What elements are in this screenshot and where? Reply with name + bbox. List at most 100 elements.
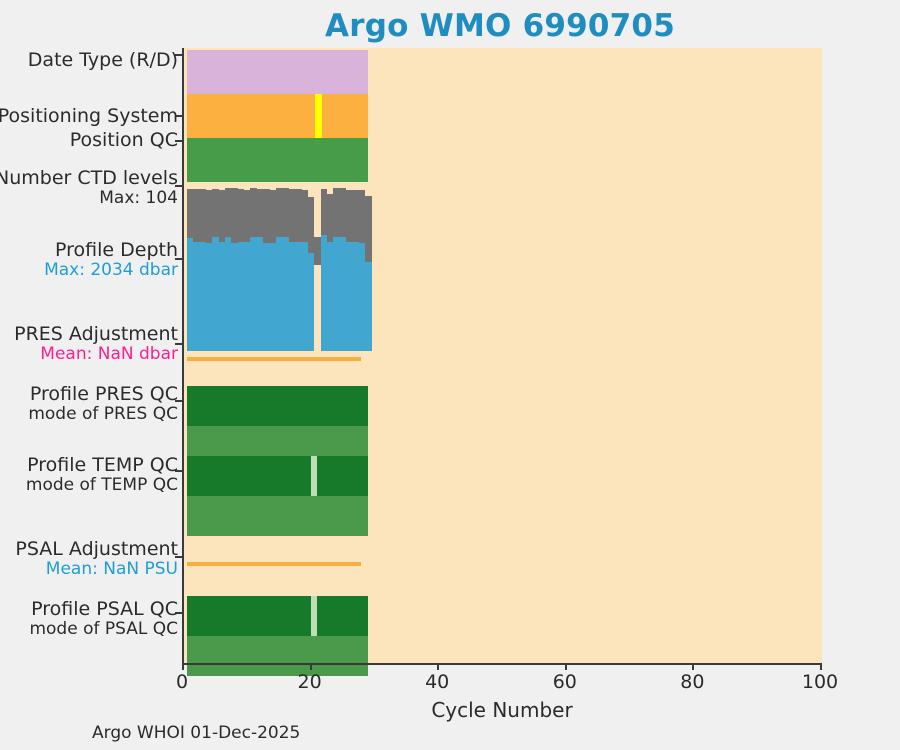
y-axis-label-primary: Position QC xyxy=(69,129,178,151)
data-bar xyxy=(365,261,372,351)
data-bar xyxy=(301,190,308,265)
band-segment xyxy=(186,456,311,496)
x-tick xyxy=(692,663,695,670)
data-bar xyxy=(250,187,257,265)
y-axis-label-group: PRES Adjustment Mean: NaN dbar xyxy=(14,323,178,365)
data-bar xyxy=(269,190,276,265)
x-tick xyxy=(437,663,440,670)
data-bar xyxy=(352,190,359,265)
y-axis-label-primary: Profile TEMP QC xyxy=(27,454,178,476)
y-axis-label-primary: Profile PSAL QC xyxy=(31,598,178,620)
band-segment xyxy=(186,94,316,138)
series-band xyxy=(184,386,822,426)
series-band xyxy=(184,50,822,96)
data-bar xyxy=(358,242,366,351)
x-tick xyxy=(820,663,822,670)
plot-area xyxy=(182,48,822,676)
band-segment xyxy=(310,456,318,496)
data-bar xyxy=(307,197,315,265)
data-bar xyxy=(231,243,238,351)
y-axis-label-group: Number CTD levels Max: 104 xyxy=(0,167,178,209)
x-tick-label: 20 xyxy=(297,671,322,693)
y-axis-label-group: Profile Depth Max: 2034 dbar xyxy=(44,239,178,281)
data-bar xyxy=(326,194,334,265)
x-tick-label: 60 xyxy=(552,671,577,693)
x-tick xyxy=(564,663,567,670)
y-tick xyxy=(175,258,182,260)
data-bar xyxy=(295,241,302,351)
data-bar xyxy=(205,242,213,351)
data-bar xyxy=(231,187,238,265)
plot-canvas xyxy=(184,48,822,676)
adjustment-line xyxy=(186,562,362,566)
data-bar xyxy=(295,189,302,265)
series-band xyxy=(184,94,822,138)
y-axis-label-primary: PSAL Adjustment xyxy=(15,538,178,560)
data-bar xyxy=(192,189,200,265)
y-axis-label-primary: Positioning System xyxy=(0,105,178,127)
band-segment xyxy=(317,596,368,636)
data-bar xyxy=(288,189,296,265)
x-tick xyxy=(309,663,312,670)
x-axis-line xyxy=(182,663,822,665)
chart-title: Argo WMO 6990705 xyxy=(325,8,675,44)
y-axis-label-group: Profile PRES QC mode of PRES QC xyxy=(28,383,178,425)
data-bar xyxy=(186,188,194,265)
band-segment xyxy=(315,94,322,138)
y-axis-label-secondary: Mean: NaN dbar xyxy=(40,344,178,365)
data-bar xyxy=(212,237,219,351)
data-bar xyxy=(243,190,251,265)
x-tick-label: 100 xyxy=(801,671,839,693)
data-bar xyxy=(224,236,232,351)
data-bar xyxy=(199,189,206,265)
data-bar xyxy=(346,190,353,265)
data-bar xyxy=(339,236,347,351)
y-axis-label-group: Profile PSAL QC mode of PSAL QC xyxy=(29,598,178,640)
y-axis-label-group: Date Type (R/D) xyxy=(28,49,178,71)
data-bar xyxy=(237,241,245,351)
series-bars xyxy=(184,183,822,265)
data-bar xyxy=(256,237,264,351)
series-bars xyxy=(184,234,822,351)
footer-credit: Argo WHOI 01-Dec-2025 xyxy=(92,723,301,743)
data-bar xyxy=(186,238,194,351)
data-bar xyxy=(288,241,296,351)
y-axis-label-secondary: mode of PSAL QC xyxy=(29,619,178,640)
data-bar xyxy=(282,187,289,265)
adjustment-line xyxy=(186,357,362,361)
band-segment xyxy=(186,596,311,636)
series-band xyxy=(184,636,822,676)
y-tick xyxy=(175,185,182,187)
y-tick xyxy=(175,115,182,117)
y-axis-label-secondary: mode of TEMP QC xyxy=(25,475,178,496)
y-axis-label-group: PSAL Adjustment Mean: NaN PSU xyxy=(15,538,178,580)
data-bar xyxy=(218,242,225,351)
data-bar xyxy=(243,241,251,351)
y-axis-label-secondary: Max: 104 xyxy=(99,188,178,209)
data-bar xyxy=(192,242,200,351)
data-bar xyxy=(269,242,276,351)
band-segment xyxy=(186,138,368,182)
series-band xyxy=(184,456,822,496)
y-axis-label-primary: Number CTD levels xyxy=(0,167,178,189)
data-bar xyxy=(326,241,334,351)
band-segment xyxy=(186,50,368,96)
data-bar xyxy=(250,236,257,351)
data-bar xyxy=(237,189,245,265)
band-segment xyxy=(310,596,318,636)
y-axis-label-group: Position QC xyxy=(70,129,178,151)
data-bar xyxy=(333,187,340,265)
data-bar xyxy=(263,242,270,351)
band-segment xyxy=(186,636,368,676)
x-tick-label: 40 xyxy=(425,671,450,693)
series-band xyxy=(184,496,822,536)
data-bar xyxy=(339,187,347,265)
data-bar xyxy=(358,190,366,265)
series-band xyxy=(184,596,822,636)
x-tick-label: 0 xyxy=(175,671,189,693)
y-tick xyxy=(175,54,182,56)
data-bar xyxy=(320,189,328,265)
band-segment xyxy=(186,386,368,426)
data-bar xyxy=(218,190,225,265)
y-axis-label-primary: Profile Depth xyxy=(55,239,178,261)
